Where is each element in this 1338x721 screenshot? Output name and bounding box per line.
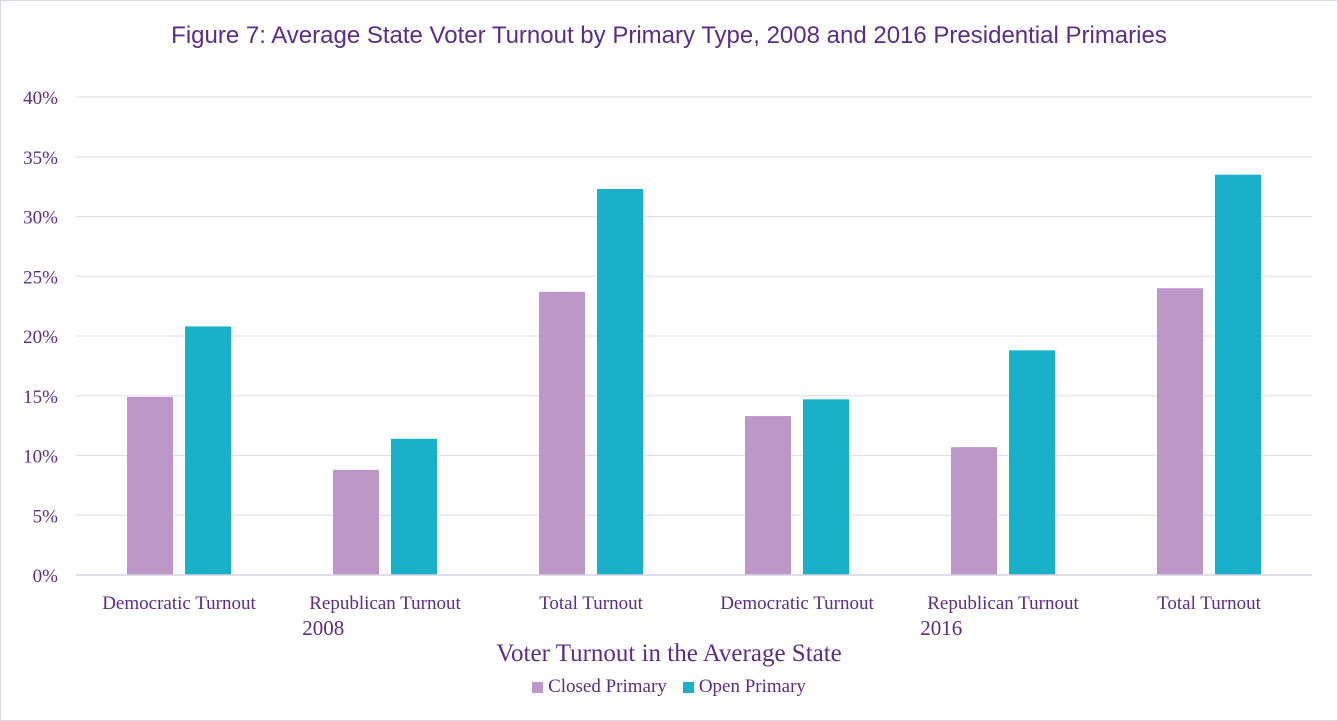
y-tick-label: 35% bbox=[23, 148, 58, 169]
y-tick-label: 20% bbox=[23, 327, 58, 348]
y-tick-label: 5% bbox=[33, 506, 59, 527]
bar-closed-primary-4 bbox=[745, 416, 791, 575]
gridlines bbox=[76, 96, 1312, 516]
legend-swatch-open-primary bbox=[682, 681, 694, 693]
group-labels: 2008 2016 bbox=[302, 616, 962, 640]
bar-closed-primary-5 bbox=[951, 447, 997, 575]
bar-open-primary-5 bbox=[1009, 350, 1055, 575]
x-category-label: Republican Turnout bbox=[927, 593, 1079, 614]
legend-label-open-primary: Open Primary bbox=[698, 676, 806, 697]
legend-item-closed-primary: Closed Primary bbox=[532, 676, 667, 698]
bar-closed-primary-3 bbox=[539, 291, 585, 575]
y-tick-label: 40% bbox=[23, 88, 58, 109]
x-axis-title: Voter Turnout in the Average State bbox=[496, 640, 842, 667]
x-category-label: Republican Turnout bbox=[309, 593, 461, 614]
bar-closed-primary-1 bbox=[127, 396, 173, 575]
bar-closed-primary-6 bbox=[1157, 288, 1203, 575]
legend-swatch-closed-primary bbox=[532, 681, 544, 693]
legend-item-open-primary: Open Primary bbox=[682, 676, 806, 698]
bar-open-primary-2 bbox=[391, 438, 437, 575]
x-category-label: Total Turnout bbox=[1157, 593, 1261, 614]
x-category-label: Total Turnout bbox=[539, 593, 643, 614]
chart-title: Figure 7: Average State Voter Turnout by… bbox=[171, 22, 1167, 49]
bar-closed-primary-2 bbox=[333, 469, 379, 575]
x-group-label-2008: 2008 bbox=[302, 616, 344, 640]
y-tick-label: 10% bbox=[23, 447, 58, 468]
legend-label-closed-primary: Closed Primary bbox=[548, 676, 667, 697]
bar-open-primary-4 bbox=[803, 399, 849, 575]
legend: Closed Primary Open Primary bbox=[0, 676, 1338, 698]
y-tick-label: 25% bbox=[23, 267, 58, 288]
y-axis-tick-labels: 0% 5% 10% 15% 20% 25% 30% 35% 40% bbox=[23, 88, 58, 587]
bar-open-primary-6 bbox=[1215, 174, 1261, 576]
y-tick-label: 0% bbox=[33, 566, 59, 587]
y-tick-label: 30% bbox=[23, 208, 58, 229]
bar-open-primary-3 bbox=[597, 189, 643, 575]
bar-open-primary-1 bbox=[185, 326, 231, 575]
x-category-label: Democratic Turnout bbox=[102, 593, 256, 614]
x-group-label-2016: 2016 bbox=[920, 616, 962, 640]
y-tick-label: 15% bbox=[23, 387, 58, 408]
x-category-label: Democratic Turnout bbox=[720, 593, 874, 614]
category-labels: Democratic Turnout Republican Turnout Tota… bbox=[102, 593, 1261, 614]
bars bbox=[127, 174, 1261, 576]
